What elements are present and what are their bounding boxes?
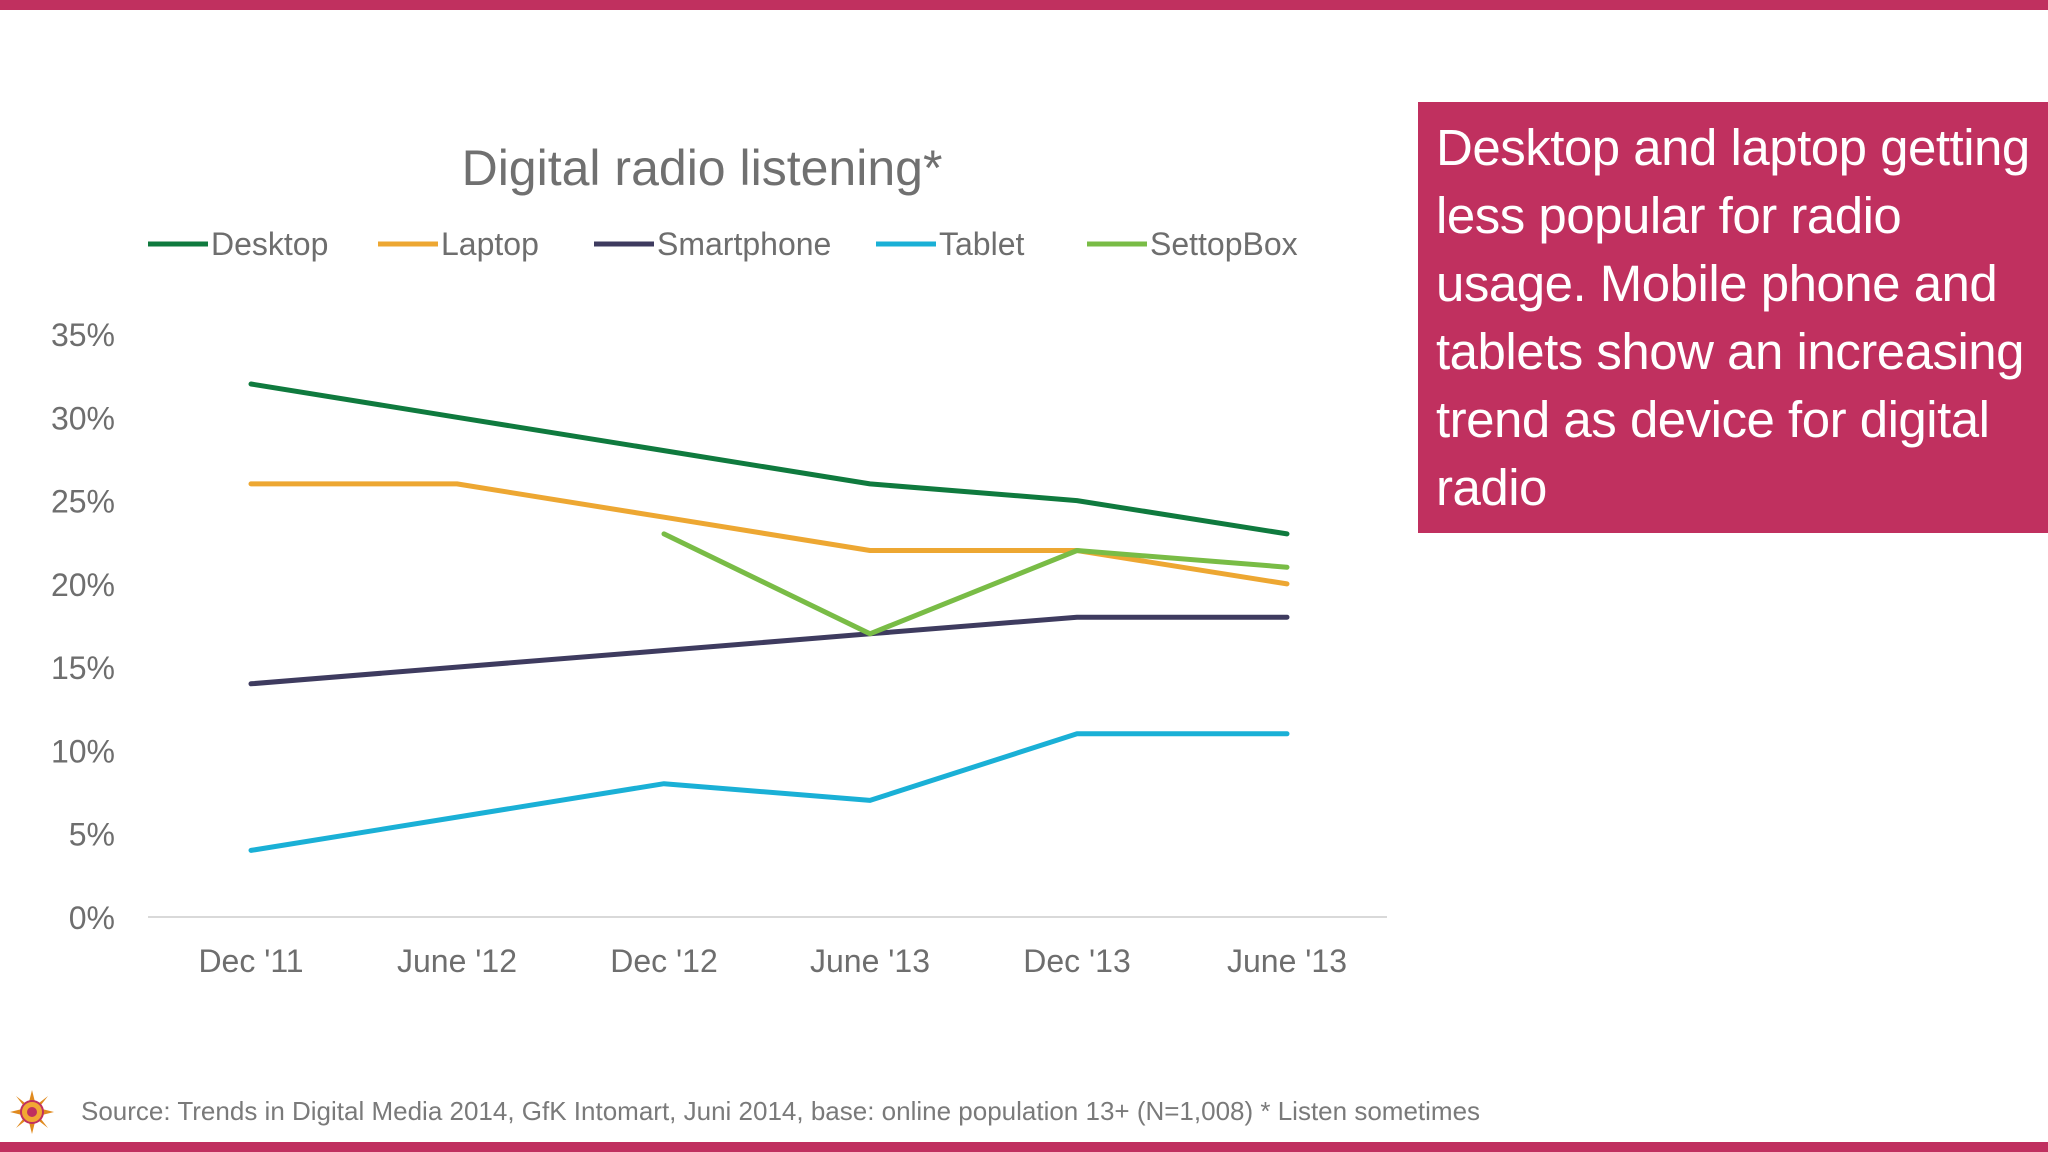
y-tick-label: 10% (51, 733, 115, 769)
x-tick-label: Dec '13 (1023, 943, 1131, 979)
y-tick-label: 5% (69, 817, 115, 853)
series-line-tablet (248, 731, 1290, 853)
series-line-laptop (248, 481, 1290, 587)
legend-label-laptop: Laptop (441, 226, 539, 262)
bottom-accent-bar (0, 1142, 2048, 1152)
top-accent-bar (0, 0, 2048, 10)
x-axis: Dec '11 June '12 Dec '12 June '13 Dec '13 Jun… (198, 943, 1347, 979)
legend-label-smartphone: Smartphone (657, 226, 831, 262)
series-line-settopbox (661, 531, 1290, 637)
y-tick-label: 35% (51, 317, 115, 353)
legend-label-settopbox: SettopBox (1150, 226, 1298, 262)
y-tick-label: 15% (51, 650, 115, 686)
series-line-desktop (248, 381, 1290, 537)
y-tick-label: 25% (51, 484, 115, 520)
footer: Source: Trends in Digital Media 2014, Gf… (0, 1090, 1500, 1134)
y-tick-label: 30% (51, 400, 115, 436)
chart-title: Digital radio listening* (462, 140, 943, 196)
line-chart: Digital radio listening* Desktop Laptop Sm… (51, 140, 1387, 979)
x-tick-label: Dec '12 (610, 943, 718, 979)
x-tick-label: June '13 (1227, 943, 1347, 979)
series-lines (248, 381, 1290, 853)
legend-label-tablet: Tablet (939, 226, 1025, 262)
source-note: Source: Trends in Digital Media 2014, Gf… (81, 1096, 1481, 1126)
series-line-smartphone (248, 614, 1290, 687)
callout-text: Desktop and laptop getting less popular … (1436, 119, 2030, 516)
y-tick-label: 0% (69, 900, 115, 936)
x-tick-label: June '12 (397, 943, 517, 979)
y-axis: 0% 5% 10% 15% 20% 25% 30% 35% (51, 317, 115, 936)
insight-callout: Desktop and laptop getting less popular … (1418, 102, 2048, 533)
legend-label-desktop: Desktop (211, 226, 328, 262)
chart-legend: Desktop Laptop Smartphone Tablet SettopBox (148, 226, 1298, 262)
x-tick-label: Dec '11 (198, 943, 303, 979)
x-tick-label: June '13 (810, 943, 930, 979)
y-tick-label: 20% (51, 567, 115, 603)
sun-logo-icon (10, 1090, 54, 1134)
